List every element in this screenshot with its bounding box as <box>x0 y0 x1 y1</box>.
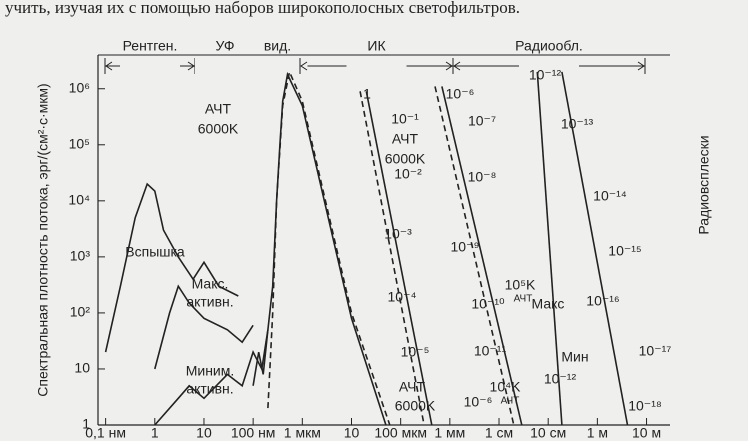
curve <box>154 329 269 426</box>
x-tick-label: 10 <box>196 425 212 441</box>
y-tick-label: 10⁵ <box>69 135 90 151</box>
x-tick-label: 10 <box>344 425 360 441</box>
y-tick-label: 10⁶ <box>69 79 90 95</box>
curve <box>267 69 391 426</box>
band-arrow <box>300 61 453 71</box>
annotation: 10⁻¹⁸ <box>628 398 662 414</box>
annotation: Макс <box>532 296 565 312</box>
x-tick-label: 100 мкм <box>374 425 427 441</box>
x-tick-label: 1 см <box>485 425 513 441</box>
annotation: 6000K <box>198 121 239 137</box>
annotation: 10⁻¹⁵ <box>608 243 641 259</box>
annotation: 6000K <box>395 398 436 414</box>
band-label: УФ <box>215 38 234 54</box>
annotation: 10⁴K <box>490 379 522 395</box>
band-label-bg <box>247 58 308 74</box>
annotation: 1 <box>363 86 371 102</box>
x-tick-label: 0,1 нм <box>85 425 126 441</box>
curve <box>441 86 523 426</box>
annotation: Радиовсплески <box>696 135 712 234</box>
curve <box>104 182 239 353</box>
band-label: ИК <box>367 38 386 54</box>
annotation: АЧТ <box>399 379 426 395</box>
annotation: 10⁻² <box>394 166 422 182</box>
y-tick-label: 10² <box>70 304 91 320</box>
curve <box>561 71 629 426</box>
annotation: 6000K <box>385 151 426 167</box>
band-label-bg <box>519 58 579 74</box>
annotation: Миним. <box>186 363 235 379</box>
annotation: 10⁻⁷ <box>468 113 496 129</box>
band-label: вид. <box>264 38 291 54</box>
header-text: учить, изучая их с помощью наборов широк… <box>5 0 520 17</box>
curve <box>154 284 254 370</box>
annotation: Макс. <box>192 276 229 292</box>
y-tick-label: 10⁴ <box>68 192 90 208</box>
band-label: Радиообл. <box>515 38 583 54</box>
curve <box>365 91 433 426</box>
annotation: 10⁵K <box>505 277 536 293</box>
annotation: 10⁻⁹ <box>451 239 480 255</box>
x-tick-label: 10 м <box>632 425 661 441</box>
curve <box>434 86 515 426</box>
annotation: 10⁻⁶ <box>446 86 475 102</box>
annotation: 10⁻¹² <box>529 67 562 83</box>
curve <box>252 71 387 426</box>
x-tick-label: 1 м <box>587 425 608 441</box>
curve <box>359 91 425 426</box>
y-tick-label: 10 <box>74 360 90 376</box>
annotation: 10⁻¹⁴ <box>593 188 627 204</box>
annotation: 10⁻¹⁶ <box>586 293 619 309</box>
x-tick-label: 1 мм <box>434 425 465 441</box>
band-arrow <box>105 61 195 71</box>
annotation: 10⁻⁴ <box>388 289 417 305</box>
x-tick-label: 1 <box>151 425 159 441</box>
y-tick-label: 1 <box>82 416 90 432</box>
x-tick-label: 100 нм <box>231 425 276 441</box>
annotation: АЧТ <box>514 294 533 305</box>
annotation: 10⁻⁶ <box>464 394 493 410</box>
annotation: 10⁻⁸ <box>468 169 497 185</box>
annotation: активн. <box>186 381 233 397</box>
annotation: 10⁻⁵ <box>401 344 430 360</box>
band-label: Рентген. <box>123 38 178 54</box>
annotation: активн. <box>186 294 233 310</box>
x-tick-label: 10 см <box>530 425 566 441</box>
y-tick-label: 10³ <box>70 248 91 264</box>
annotation: 10⁻¹³ <box>561 116 594 132</box>
band-arrow <box>453 61 645 71</box>
annotation: 10⁻¹ <box>391 111 419 127</box>
band-label-bg <box>346 58 407 74</box>
annotation: Мин <box>561 349 588 365</box>
annotation: 10⁻¹⁷ <box>639 343 672 359</box>
band-label-bg <box>120 58 180 74</box>
annotation: АЧТ <box>392 131 419 147</box>
annotation: 10⁻¹⁰ <box>471 296 505 312</box>
annotation: 10⁻¹¹ <box>474 343 507 359</box>
annotation: АЧТ <box>501 396 520 407</box>
annotation: 10⁻¹² <box>544 371 577 387</box>
annotation: АЧТ <box>205 101 232 117</box>
curve <box>536 71 563 426</box>
annotation: 10⁻³ <box>384 226 412 242</box>
annotation: Вспышка <box>125 244 185 260</box>
band-label-bg <box>195 58 255 74</box>
y-axis-label: Спектральная плотность потока, эрг/(см²·… <box>35 83 51 396</box>
x-tick-label: 1 мкм <box>284 425 321 441</box>
